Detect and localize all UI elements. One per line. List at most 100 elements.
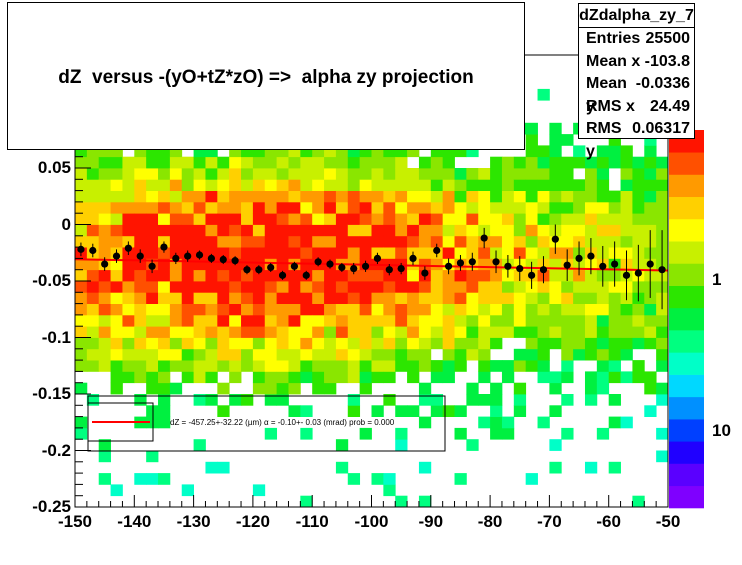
density-cell	[335, 303, 349, 316]
density-cell	[608, 303, 621, 316]
density-cell	[596, 314, 610, 327]
density-cell	[98, 439, 111, 451]
density-cell	[620, 156, 633, 169]
density-cell	[418, 156, 432, 169]
density-cell	[584, 348, 598, 361]
profile-point	[255, 266, 263, 274]
density-cell	[146, 382, 159, 395]
density-cell	[608, 224, 621, 237]
density-cell	[86, 269, 100, 282]
density-cell	[549, 292, 562, 304]
x-tick-label: -100	[354, 512, 389, 531]
density-cell	[608, 371, 621, 384]
density-cell	[86, 224, 100, 237]
density-cell	[252, 371, 266, 384]
density-cell	[324, 371, 337, 384]
density-cell	[359, 314, 372, 327]
density-cell	[312, 247, 325, 259]
colorbar-segment	[669, 352, 704, 375]
density-cell	[430, 269, 444, 282]
density-cell	[217, 461, 230, 474]
density-cell	[466, 145, 479, 158]
colorbar-segment	[669, 419, 704, 442]
density-cell	[442, 145, 455, 158]
density-cell	[98, 145, 111, 158]
density-cell	[241, 247, 254, 259]
density-cell	[312, 235, 325, 248]
density-cell	[608, 461, 621, 474]
density-cell	[335, 292, 349, 304]
density-cell	[181, 269, 194, 282]
density-cell	[324, 292, 337, 304]
density-cell	[573, 269, 586, 282]
density-cell	[584, 394, 598, 406]
profile-point	[385, 266, 393, 274]
density-cell	[383, 303, 396, 316]
density-cell	[217, 168, 230, 180]
density-cell	[442, 213, 455, 225]
density-cell	[229, 269, 242, 282]
density-cell	[383, 371, 396, 384]
y-tick-label: 0	[61, 214, 71, 234]
density-cell	[454, 190, 467, 203]
density-cell	[620, 179, 633, 191]
density-cell	[454, 179, 467, 191]
density-cell	[193, 281, 206, 293]
density-cell	[252, 281, 266, 293]
density-cell	[181, 224, 194, 237]
density-cell	[596, 292, 610, 304]
density-cell	[193, 348, 206, 361]
density-cell	[146, 247, 159, 259]
density-cell	[110, 371, 123, 384]
profile-point	[172, 254, 180, 262]
density-cell	[86, 314, 100, 327]
density-cell	[169, 224, 183, 237]
density-cell	[359, 247, 372, 259]
density-cell	[252, 484, 266, 497]
density-cell	[347, 201, 361, 214]
density-cell	[169, 269, 183, 282]
density-cell	[632, 190, 645, 203]
density-cell	[181, 314, 194, 327]
density-cell	[656, 190, 669, 203]
density-cell	[395, 269, 408, 282]
density-cell	[181, 292, 194, 304]
density-cell	[205, 461, 218, 474]
density-cell	[75, 224, 88, 237]
density-cell	[608, 416, 621, 429]
colorbar-segment	[669, 241, 704, 264]
density-cell	[217, 360, 230, 372]
density-cell	[288, 337, 301, 350]
density-cell	[134, 394, 147, 406]
density-cell	[86, 337, 100, 350]
stats-label: Mean y	[586, 75, 627, 115]
density-cell	[466, 281, 479, 293]
density-cell	[466, 292, 479, 304]
density-cell	[122, 292, 135, 304]
density-cell	[644, 190, 657, 203]
density-cell	[644, 371, 657, 384]
density-cell	[324, 247, 337, 259]
density-cell	[252, 303, 266, 316]
density-cell	[300, 201, 313, 214]
density-cell	[584, 168, 598, 180]
density-cell	[300, 179, 313, 191]
density-cell	[442, 179, 455, 191]
density-cell	[276, 382, 289, 395]
density-cell	[75, 303, 88, 316]
density-cell	[217, 348, 230, 361]
density-cell	[656, 348, 669, 361]
density-cell	[442, 224, 455, 237]
density-cell	[217, 201, 230, 214]
density-cell	[430, 224, 444, 237]
density-cell	[86, 326, 100, 338]
density-cell	[122, 371, 135, 384]
density-cell	[561, 201, 574, 214]
density-cell	[241, 168, 254, 180]
density-cell	[335, 281, 349, 293]
density-cell	[335, 371, 349, 384]
density-cell	[644, 292, 657, 304]
density-cell	[513, 303, 527, 316]
density-cell	[525, 213, 538, 225]
density-cell	[442, 348, 455, 361]
